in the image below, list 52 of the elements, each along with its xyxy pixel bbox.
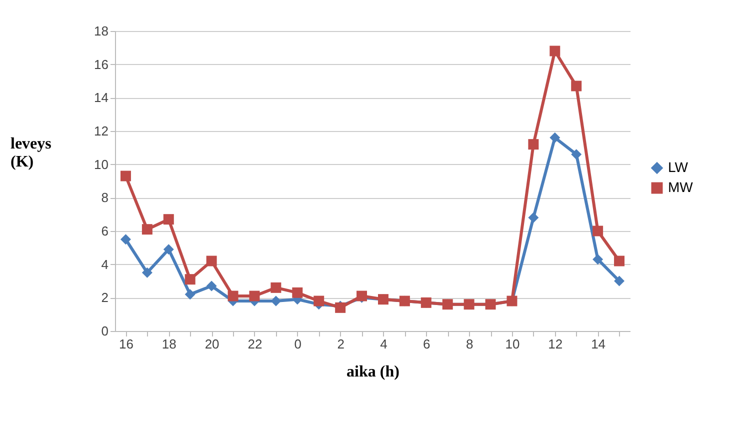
x-tick-label: 14 xyxy=(591,336,606,352)
point xyxy=(571,80,582,92)
point xyxy=(592,226,604,236)
y-tick-label: 8 xyxy=(101,190,108,206)
point xyxy=(550,132,560,143)
point xyxy=(142,267,152,278)
y-tick-label: 14 xyxy=(94,90,108,106)
point xyxy=(614,256,625,266)
x-tick-label: 22 xyxy=(248,336,262,352)
point xyxy=(592,254,604,265)
point xyxy=(550,46,560,56)
point xyxy=(184,274,196,285)
y-tick-label: 18 xyxy=(94,24,108,38)
point xyxy=(528,212,539,223)
x-tick-label: 2 xyxy=(337,336,344,352)
point xyxy=(184,289,196,300)
point xyxy=(270,282,282,293)
y-tick-label: 2 xyxy=(101,290,108,306)
x-tick-label: 20 xyxy=(204,336,220,352)
point xyxy=(314,296,324,306)
y-tick-label: 4 xyxy=(101,256,108,272)
y-tick-label: 6 xyxy=(101,224,108,238)
legend-label: MW xyxy=(668,179,694,195)
y-tick-label: 10 xyxy=(94,156,108,172)
y-tick-label: 12 xyxy=(94,124,108,138)
y-tick-label: 0 xyxy=(101,324,108,338)
x-tick-label: 18 xyxy=(162,336,176,352)
x-tick-label: 12 xyxy=(548,336,563,352)
point xyxy=(120,170,131,182)
point xyxy=(292,287,303,298)
y-tick-label: 16 xyxy=(94,56,108,72)
x-tick-label: 16 xyxy=(118,336,134,352)
point xyxy=(228,290,238,302)
point xyxy=(206,280,217,292)
y-axis-title: leveys (K) xyxy=(10,136,52,170)
point xyxy=(270,296,282,306)
point xyxy=(120,234,131,245)
point xyxy=(163,214,174,225)
point xyxy=(142,224,152,235)
point xyxy=(206,256,217,266)
x-tick-label: 8 xyxy=(466,336,474,352)
x-axis-title: aika (h) xyxy=(346,364,400,380)
x-tick-label: 6 xyxy=(423,336,430,352)
legend-label: LW xyxy=(668,159,689,175)
point xyxy=(528,139,539,150)
point xyxy=(249,290,260,302)
x-tick-label: 0 xyxy=(294,336,302,352)
x-tick-label: 4 xyxy=(380,336,388,352)
point xyxy=(163,244,174,255)
x-tick-label: 10 xyxy=(505,336,520,352)
point xyxy=(571,149,582,160)
point xyxy=(614,276,625,286)
